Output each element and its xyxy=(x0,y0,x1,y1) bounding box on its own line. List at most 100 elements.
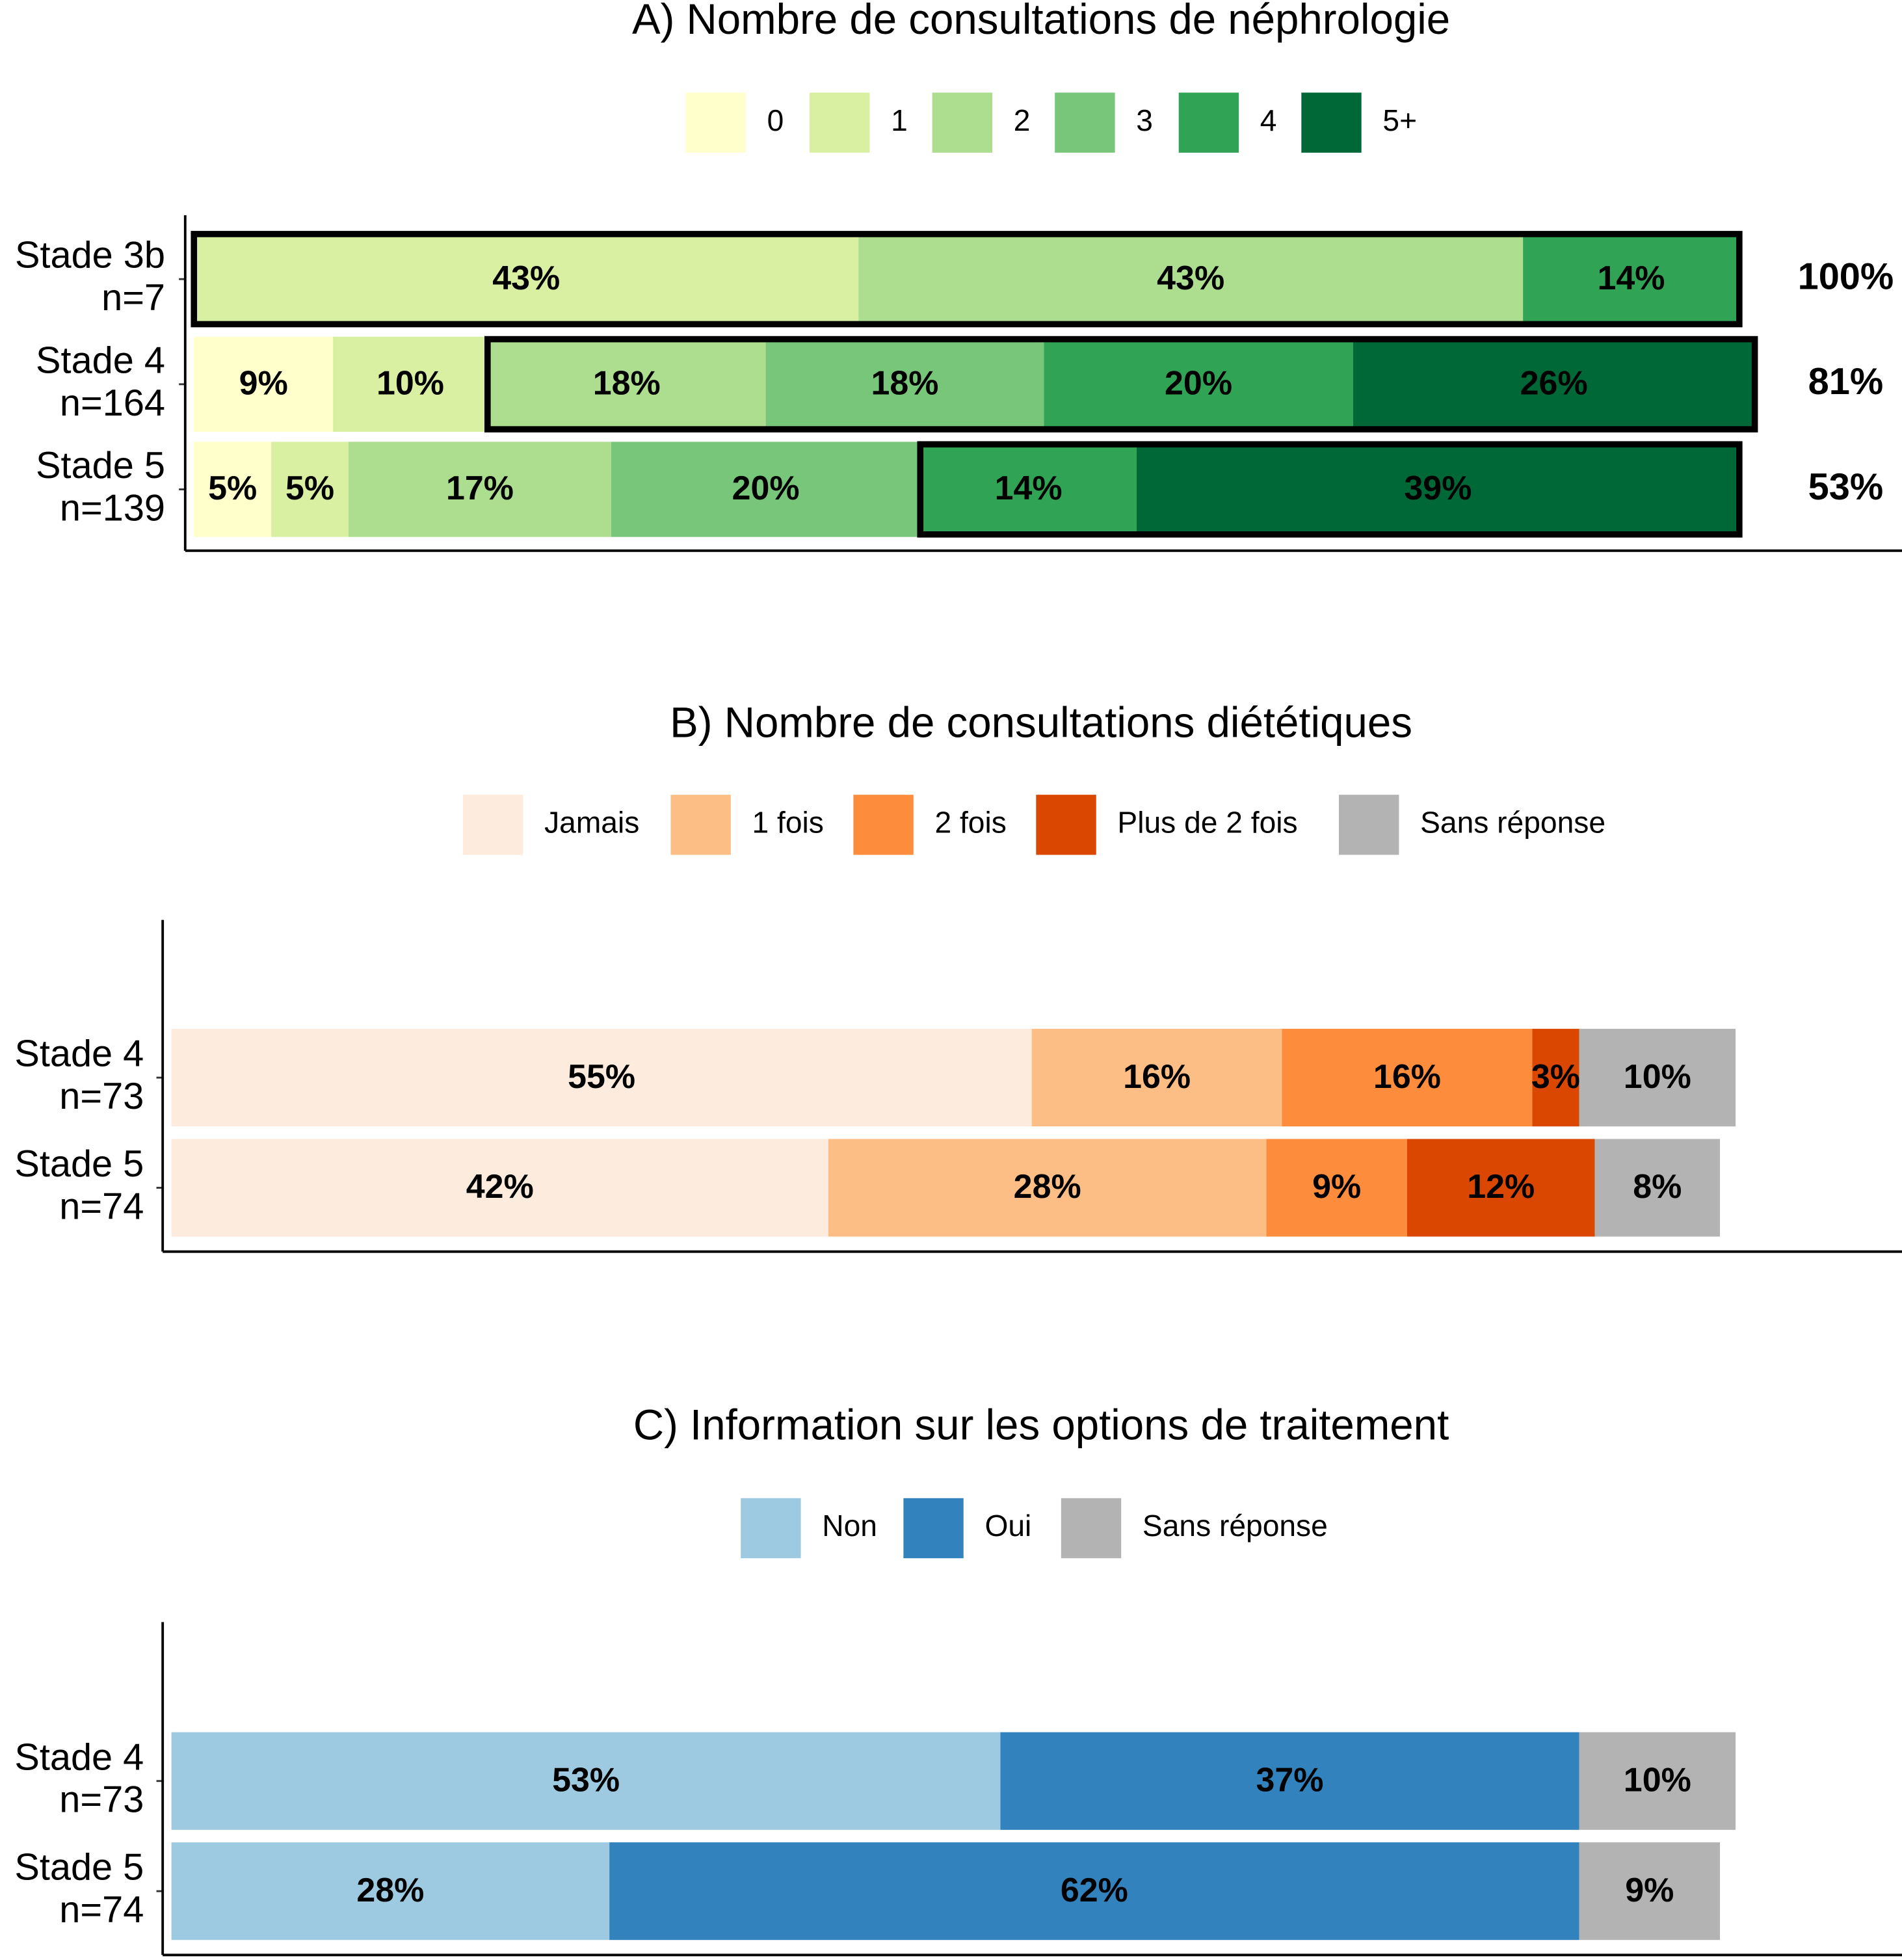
legend-label: 5+ xyxy=(1382,103,1417,137)
bar-segment xyxy=(194,232,859,327)
data-label: 28% xyxy=(1014,1168,1081,1206)
data-label: 8% xyxy=(1633,1168,1682,1206)
data-label: 12% xyxy=(1467,1168,1535,1206)
bar-segment xyxy=(1594,1139,1721,1237)
bar-segment xyxy=(1523,232,1739,327)
legend-label: 1 xyxy=(891,103,908,137)
data-label: 5% xyxy=(208,470,257,507)
legend-swatch xyxy=(1301,92,1362,153)
category-count: n=74 xyxy=(59,1889,144,1931)
bar-segment xyxy=(1579,1732,1736,1830)
bar-segment xyxy=(171,1842,610,1940)
total-label: 81% xyxy=(1808,361,1884,403)
bar-segment xyxy=(1031,1029,1282,1127)
bar-segment xyxy=(1000,1732,1579,1830)
data-label: 55% xyxy=(568,1058,635,1096)
category-label: Stade 4 xyxy=(36,339,165,381)
bar-segment xyxy=(1579,1842,1721,1940)
bar-segment xyxy=(858,232,1524,327)
chart-title: C) Information sur les options de traite… xyxy=(633,1401,1449,1448)
bar-segment xyxy=(487,336,766,432)
legend-swatch xyxy=(463,795,523,855)
legend-label: 4 xyxy=(1260,103,1277,137)
highlight-box xyxy=(191,231,1743,328)
bar-segment xyxy=(1407,1139,1595,1237)
bar-segment xyxy=(171,1139,828,1237)
legend-label: Plus de 2 fois xyxy=(1117,806,1297,840)
highlight-box xyxy=(917,441,1743,538)
legend-label: Sans réponse xyxy=(1420,806,1605,840)
legend-label: 0 xyxy=(767,103,784,137)
category-label: Stade 4 xyxy=(14,1736,144,1778)
data-label: 17% xyxy=(446,470,514,507)
bar-segment xyxy=(765,336,1044,432)
data-label: 14% xyxy=(1597,259,1665,297)
data-label: 3% xyxy=(1531,1058,1580,1096)
data-label: 9% xyxy=(1312,1168,1361,1206)
total-label: 53% xyxy=(1808,466,1884,508)
legend-swatch xyxy=(1061,1498,1122,1559)
data-label: 43% xyxy=(1157,259,1224,297)
legend-label: Sans réponse xyxy=(1143,1509,1328,1543)
data-label: 53% xyxy=(552,1761,620,1799)
legend-swatch xyxy=(1339,795,1399,855)
bar-segment xyxy=(171,1029,1032,1127)
legend-swatch xyxy=(853,795,914,855)
category-count: n=164 xyxy=(60,382,165,424)
category-label: Stade 5 xyxy=(14,1143,144,1185)
category-count: n=7 xyxy=(101,277,165,319)
category-count: n=73 xyxy=(59,1779,144,1821)
data-label: 10% xyxy=(1624,1761,1691,1799)
bar-segment xyxy=(920,442,1137,537)
data-label: 26% xyxy=(1520,365,1588,403)
legend-label: 2 xyxy=(1014,103,1031,137)
data-label: 28% xyxy=(356,1872,424,1909)
legend-swatch xyxy=(810,92,870,153)
legend-swatch xyxy=(1055,92,1115,153)
legend-label: 2 fois xyxy=(934,806,1006,840)
bar-segment xyxy=(1266,1139,1407,1237)
bar-segment xyxy=(1532,1029,1579,1127)
data-label: 42% xyxy=(466,1168,534,1206)
legend-label: 1 fois xyxy=(752,806,824,840)
data-label: 43% xyxy=(492,259,560,297)
legend-label: 3 xyxy=(1136,103,1153,137)
legend-swatch xyxy=(1036,795,1096,855)
legend-swatch xyxy=(932,92,993,153)
legend-swatch xyxy=(903,1498,964,1559)
data-label: 62% xyxy=(1061,1872,1128,1909)
chart-title: B) Nombre de consultations diététiques xyxy=(670,699,1412,747)
bar-segment xyxy=(194,336,334,432)
legend-label: Oui xyxy=(984,1509,1031,1543)
category-label: Stade 5 xyxy=(36,445,165,486)
data-label: 9% xyxy=(239,365,288,403)
bar-segment xyxy=(1044,336,1353,432)
bar-segment xyxy=(194,442,272,537)
legend-label: Jamais xyxy=(544,806,639,840)
data-label: 39% xyxy=(1404,470,1472,507)
legend-swatch xyxy=(670,795,731,855)
data-label: 20% xyxy=(732,470,800,507)
bar-segment xyxy=(609,1842,1579,1940)
bar-segment xyxy=(1282,1029,1533,1127)
data-label: 37% xyxy=(1256,1761,1324,1799)
category-count: n=74 xyxy=(59,1185,144,1227)
bar-segment xyxy=(171,1732,1001,1830)
data-label: 18% xyxy=(593,365,661,403)
bar-segment xyxy=(271,442,349,537)
data-label: 5% xyxy=(285,470,334,507)
data-label: 10% xyxy=(1624,1058,1691,1096)
bar-segment xyxy=(1579,1029,1736,1127)
data-label: 18% xyxy=(871,365,939,403)
data-label: 20% xyxy=(1165,365,1232,403)
bar-segment xyxy=(828,1139,1267,1237)
category-label: Stade 3b xyxy=(15,235,165,276)
bar-segment xyxy=(333,336,488,432)
bar-segment xyxy=(1353,336,1755,432)
legend-swatch xyxy=(685,92,746,153)
chart-title: A) Nombre de consultations de néphrologi… xyxy=(632,0,1450,43)
legend-swatch xyxy=(741,1498,801,1559)
bar-segment xyxy=(348,442,611,537)
category-label: Stade 4 xyxy=(14,1033,144,1075)
